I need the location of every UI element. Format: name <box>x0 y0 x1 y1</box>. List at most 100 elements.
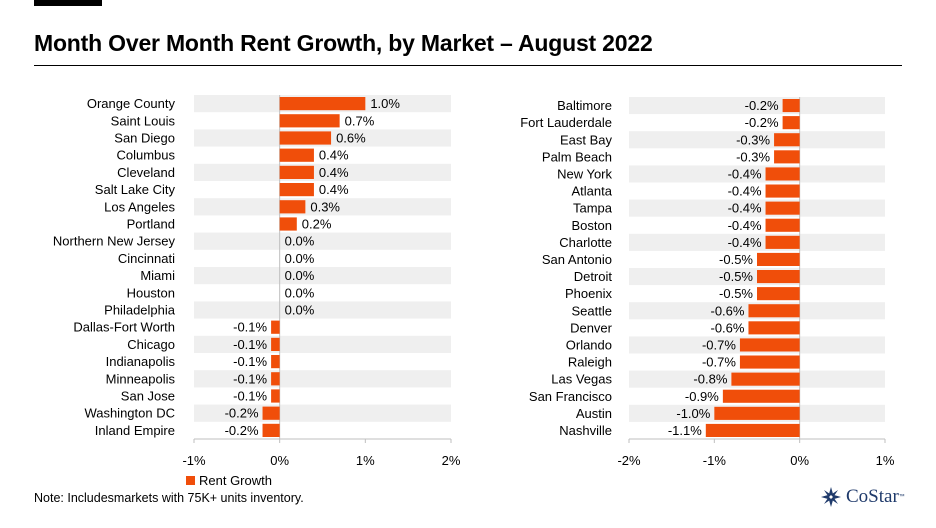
row-band <box>194 232 451 250</box>
category-label: San Francisco <box>529 389 612 404</box>
bar <box>705 423 800 437</box>
data-label: -0.5% <box>719 286 753 301</box>
data-label: 0.0% <box>285 251 315 266</box>
logo-trademark: ™ <box>898 494 905 500</box>
category-label: San Diego <box>114 131 175 146</box>
data-label: -0.7% <box>702 337 736 352</box>
bar <box>279 148 314 162</box>
data-label: 0.0% <box>285 285 315 300</box>
bar <box>739 338 800 352</box>
row-band <box>194 163 451 181</box>
top-accent-bar <box>34 0 102 6</box>
data-label: 0.7% <box>345 113 375 128</box>
category-label: Fort Lauderdale <box>520 115 612 130</box>
category-label: Chicago <box>127 337 175 352</box>
row-band <box>629 233 885 251</box>
category-label: Las Vegas <box>551 372 612 387</box>
data-label: 0.0% <box>285 303 315 318</box>
x-tick-label: 1% <box>356 453 375 468</box>
row-band <box>194 301 451 319</box>
bar <box>782 99 800 113</box>
bar <box>757 270 800 284</box>
category-label: Palm Beach <box>542 149 612 164</box>
bar <box>765 167 800 181</box>
bar <box>271 320 280 334</box>
row-band <box>629 97 885 115</box>
category-label: Denver <box>570 320 613 335</box>
category-label: East Bay <box>560 132 613 147</box>
data-label: 1.0% <box>370 96 400 111</box>
bar <box>765 218 800 232</box>
bar <box>722 389 800 403</box>
category-label: Charlotte <box>559 235 612 250</box>
row-band <box>629 199 885 217</box>
costar-star-icon <box>821 487 841 507</box>
data-label: -1.0% <box>676 406 710 421</box>
category-label: Houston <box>127 285 175 300</box>
bar <box>271 389 280 403</box>
data-label: -0.1% <box>233 371 267 386</box>
bar <box>774 133 800 147</box>
x-tick-label: -1% <box>703 453 727 468</box>
bar <box>271 372 280 386</box>
row-band <box>629 131 885 149</box>
category-label: Columbus <box>116 148 175 163</box>
title-rule <box>34 65 902 66</box>
category-label: Raleigh <box>568 355 612 370</box>
data-label: -0.1% <box>233 389 267 404</box>
right-bar-chart: -2% -1% 0% 1% Baltimore -0.2% Fort Lauderdale -… <box>520 97 895 468</box>
category-label: San Jose <box>121 389 175 404</box>
bar <box>739 355 800 369</box>
category-label: Detroit <box>574 269 613 284</box>
data-label: -1.1% <box>668 423 702 438</box>
bar <box>279 200 306 214</box>
x-tick-label: -1% <box>182 453 206 468</box>
bar <box>271 337 280 351</box>
legend-label: Rent Growth <box>199 473 272 488</box>
category-label: San Antonio <box>542 252 612 267</box>
bar <box>757 287 800 301</box>
data-label: -0.2% <box>225 406 259 421</box>
data-label: -0.6% <box>710 303 744 318</box>
row-band <box>194 404 451 422</box>
costar-logo: CoStar ™ <box>820 486 905 508</box>
category-label: Atlanta <box>572 184 613 199</box>
category-label: Baltimore <box>557 98 612 113</box>
data-label: -0.2% <box>745 98 779 113</box>
category-label: Inland Empire <box>95 423 175 438</box>
data-label: 0.3% <box>310 199 340 214</box>
category-label: Washington DC <box>84 406 175 421</box>
x-tick-label: 0% <box>270 453 289 468</box>
category-label: Portland <box>127 217 175 232</box>
data-label: 0.4% <box>319 148 349 163</box>
bar <box>765 184 800 198</box>
data-label: 0.4% <box>319 165 349 180</box>
bar <box>262 423 280 437</box>
data-label: -0.1% <box>233 354 267 369</box>
category-label: Northern New Jersey <box>53 234 176 249</box>
row-band <box>194 267 451 285</box>
x-tick-label: 0% <box>790 453 809 468</box>
x-tick-label: -2% <box>617 453 641 468</box>
category-label: Cincinnati <box>118 251 175 266</box>
bar <box>774 150 800 164</box>
data-label: -0.2% <box>745 115 779 130</box>
category-label: Phoenix <box>565 286 612 301</box>
data-label: -0.5% <box>719 252 753 267</box>
data-label: 0.0% <box>285 268 315 283</box>
data-label: 0.2% <box>302 217 332 232</box>
data-label: -0.4% <box>728 235 762 250</box>
bar <box>271 355 280 369</box>
category-label: Seattle <box>572 303 612 318</box>
left-bar-chart: -1% 0% 1% 2% Orange County 1.0% Saint Louis 0.7… <box>53 95 461 468</box>
logo-wordmark: CoStar <box>846 486 899 507</box>
bar <box>279 183 314 197</box>
footnote: Note: Includesmarkets with 75K+ units in… <box>34 491 304 505</box>
x-tick-label: 2% <box>442 453 461 468</box>
data-label: -0.3% <box>736 132 770 147</box>
row-band <box>194 335 451 353</box>
data-label: 0.4% <box>319 182 349 197</box>
bar <box>279 114 340 128</box>
bar <box>279 217 297 231</box>
category-label: Nashville <box>559 423 612 438</box>
